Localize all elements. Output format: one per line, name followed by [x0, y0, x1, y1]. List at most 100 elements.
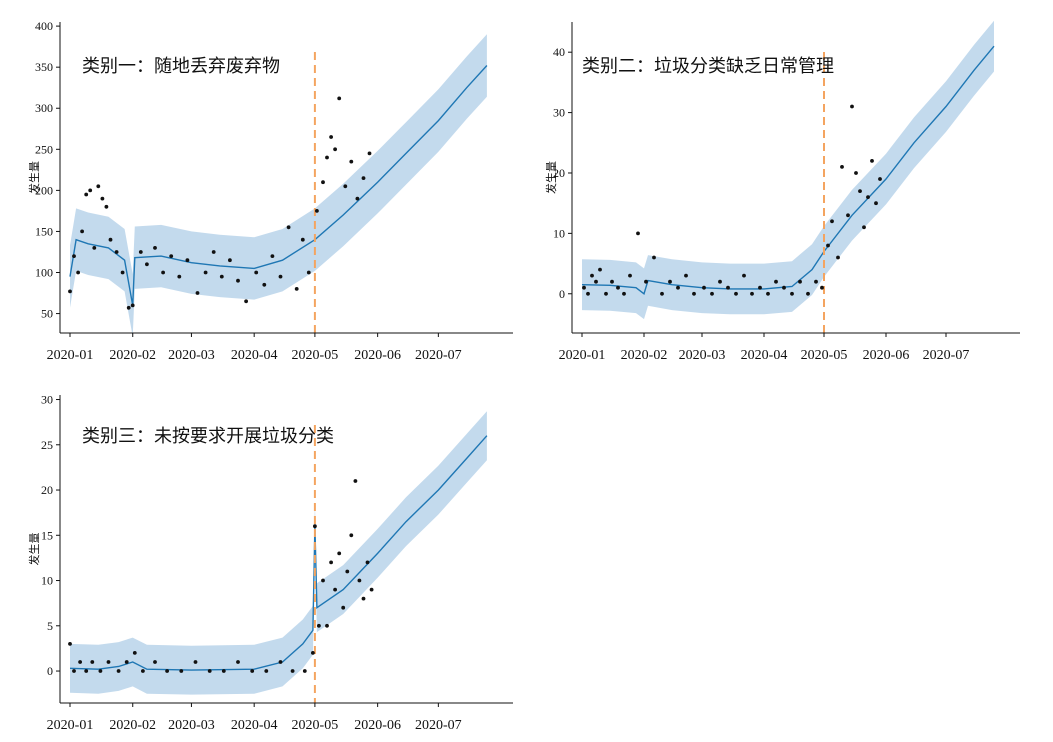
data-point: [343, 184, 348, 189]
data-point: [126, 305, 131, 310]
data-point: [207, 669, 212, 673]
x-tick-label: 2020-03: [679, 348, 726, 363]
y-axis-label: 发生量: [544, 161, 558, 194]
forecast-line: [581, 45, 995, 295]
data-point: [604, 291, 608, 296]
data-point: [854, 171, 858, 175]
y-tick-label: 5: [47, 619, 53, 633]
data-point: [193, 660, 198, 664]
data-point: [96, 184, 101, 189]
data-point: [90, 660, 95, 664]
data-point: [357, 578, 362, 583]
data-point: [830, 219, 834, 224]
data-point: [108, 237, 113, 242]
data-point: [718, 279, 722, 284]
y-tick-label: 0: [47, 664, 53, 678]
y-tick-label: 350: [35, 60, 53, 74]
x-tick-label: 2020-06: [354, 718, 401, 733]
data-point: [846, 213, 850, 218]
data-point: [244, 299, 249, 304]
x-tick-label: 2020-07: [415, 718, 462, 733]
y-tick-label: 150: [35, 224, 53, 238]
data-point: [598, 267, 602, 272]
y-tick-label: 20: [553, 166, 565, 180]
data-point: [806, 291, 810, 296]
data-point: [814, 279, 818, 284]
y-tick-label: 10: [41, 574, 53, 588]
data-point: [311, 651, 315, 655]
data-point: [361, 596, 366, 601]
data-point: [302, 669, 307, 673]
data-point: [668, 279, 672, 284]
x-tick-label: 2020-01: [47, 718, 94, 733]
x-tick-label: 2020-07: [415, 348, 462, 363]
data-point: [290, 669, 295, 673]
data-point: [774, 279, 778, 284]
data-point: [124, 660, 129, 664]
data-point: [702, 285, 706, 290]
data-point: [321, 578, 325, 583]
chart-panel-1: 50 100 150 200 250 300 350 400 2020-01 2020-02 202…: [27, 19, 513, 363]
data-point: [660, 291, 664, 296]
data-point: [80, 229, 84, 234]
data-point: [177, 274, 182, 279]
data-point: [590, 273, 594, 278]
data-point: [798, 279, 802, 284]
data-point: [92, 246, 97, 250]
data-point: [315, 209, 319, 213]
data-point: [858, 189, 862, 194]
data-point: [353, 479, 358, 483]
x-tick-label: 2020-01: [47, 348, 94, 363]
data-point: [100, 196, 105, 201]
data-point: [826, 243, 830, 248]
uncertainty-band: [70, 411, 487, 695]
data-point: [203, 270, 208, 275]
x-tick-label: 2020-05: [292, 718, 339, 733]
data-point: [286, 225, 291, 230]
data-point: [628, 273, 632, 278]
data-point: [211, 250, 216, 254]
data-point: [76, 270, 80, 275]
chart-panel-2: 0 10 20 30 40 2020-01 2020-02 2020-03 2020-04 202…: [544, 20, 1020, 363]
data-point: [236, 278, 240, 283]
data-point: [616, 285, 620, 290]
data-point: [104, 204, 109, 209]
data-point: [145, 262, 149, 267]
y-axis-label: 发生量: [27, 533, 41, 566]
data-point: [141, 669, 145, 673]
x-tick-label: 2020-06: [354, 348, 401, 363]
data-point: [72, 669, 76, 673]
data-point: [114, 250, 119, 254]
data-point: [349, 533, 354, 538]
data-point: [367, 151, 372, 156]
data-point: [361, 176, 366, 181]
data-point: [161, 270, 166, 275]
data-point: [750, 291, 754, 296]
data-point: [278, 660, 283, 664]
data-point: [866, 195, 870, 200]
chart-panel-3: 0 5 10 15 20 25 30 2020-01 2020-02 2020-03 2020-04…: [27, 393, 513, 733]
data-point: [138, 250, 143, 254]
data-point: [84, 669, 89, 673]
data-point: [870, 159, 874, 163]
data-point: [78, 660, 82, 664]
data-point: [676, 285, 680, 290]
x-tick-label: 2020-02: [109, 348, 156, 363]
y-tick-label: 25: [41, 438, 53, 452]
data-point: [219, 274, 224, 279]
x-tick-label: 2020-07: [923, 348, 970, 363]
x-tick-label: 2020-02: [109, 718, 156, 733]
y-tick-label: 100: [35, 266, 53, 280]
data-point: [341, 605, 346, 610]
data-point: [345, 569, 350, 574]
data-point: [250, 669, 255, 673]
data-point: [68, 642, 72, 646]
data-point: [333, 147, 337, 152]
y-tick-label: 10: [553, 226, 565, 240]
data-point: [179, 669, 184, 673]
x-tick-label: 2020-04: [231, 348, 278, 363]
data-point: [337, 96, 342, 101]
data-point: [766, 291, 770, 296]
data-point: [329, 560, 333, 565]
data-point: [106, 660, 111, 664]
